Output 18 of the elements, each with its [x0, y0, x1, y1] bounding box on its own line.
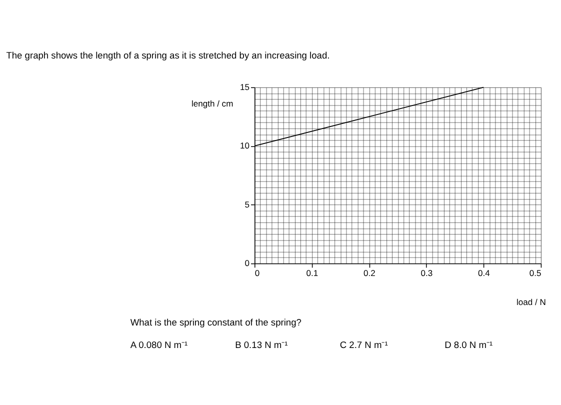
- x-tick-label: 0.4: [478, 268, 490, 278]
- text: B 0.13 N m⁻¹: [235, 340, 288, 350]
- text: C 2.7 N m⁻¹: [340, 340, 388, 350]
- x-tick-label: 0.3: [420, 268, 433, 278]
- y-axis-title: length / cm: [192, 98, 234, 108]
- x-axis-title: load / N: [516, 296, 546, 307]
- x-tick-label: 0.2: [364, 268, 376, 278]
- text: What is the spring constant of the spring?: [130, 317, 302, 328]
- y-tick-label: 0: [244, 258, 250, 268]
- x-tick-label: 0.1: [306, 268, 318, 278]
- x-tick-label: 0: [254, 268, 260, 278]
- text: The graph shows the length of a spring as it is stretched by an increasing load.: [6, 50, 330, 61]
- y-tick-label: 5: [244, 199, 250, 210]
- y-tick-label: 10: [240, 140, 250, 151]
- text: D 8.0 N m⁻¹: [444, 340, 493, 350]
- text: A 0.080 N m⁻¹: [130, 340, 188, 350]
- x-tick-label: 0.5: [529, 268, 542, 278]
- y-tick-label: 15: [240, 82, 250, 92]
